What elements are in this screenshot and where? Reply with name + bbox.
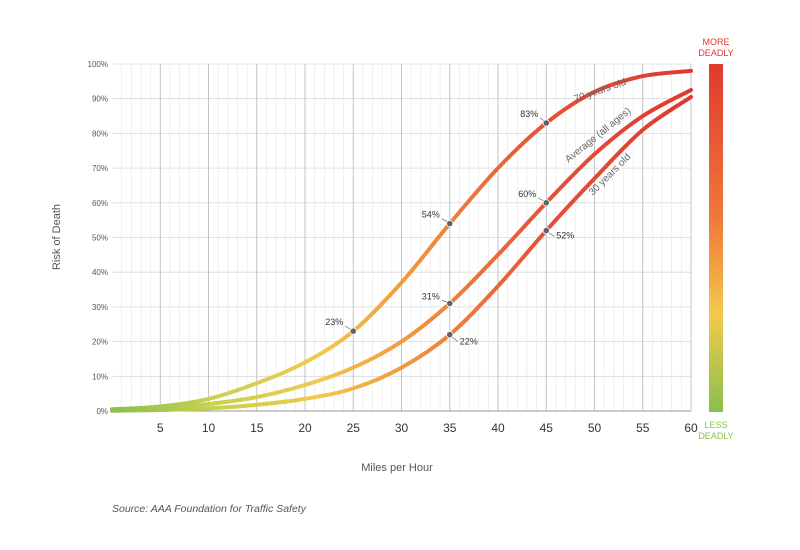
grid	[112, 63, 692, 412]
x-tick-label: 60	[684, 421, 698, 435]
y-tick-label: 30%	[92, 303, 108, 312]
y-tick-label: 0%	[96, 407, 108, 416]
annotation-point	[446, 220, 454, 228]
series-line-70-years-old	[110, 68, 693, 412]
series-line-30-years-old	[110, 95, 693, 413]
x-tick-label: 45	[540, 421, 554, 435]
x-tick-label: 35	[443, 421, 457, 435]
x-tick-label: 50	[588, 421, 602, 435]
x-tick-label: 15	[250, 421, 264, 435]
y-tick-label: 100%	[88, 60, 108, 69]
x-axis-label: Miles per Hour	[361, 462, 433, 474]
deadliness-gradient-bar	[709, 64, 723, 412]
data-annotations: 83% 54% 23% 60% 31% 52% 22%	[325, 109, 574, 347]
x-tick-label: 25	[347, 421, 361, 435]
annotation-label: 52%	[556, 231, 574, 241]
x-tick-label: 55	[636, 421, 650, 435]
y-tick-label: 10%	[92, 372, 108, 381]
annotation-point	[349, 327, 357, 335]
y-tick-label: 60%	[92, 199, 108, 208]
series-lines	[110, 68, 693, 413]
scale-bottom-label-line2: DEADLY	[698, 431, 733, 441]
y-tick-label: 80%	[92, 129, 108, 138]
annotation-point	[446, 299, 454, 308]
series-line-average	[110, 88, 693, 412]
scale-top-label-line1: MORE	[703, 37, 730, 47]
x-tick-label: 5	[157, 421, 164, 435]
x-tick-label: 30	[395, 421, 409, 435]
series-label-30-years-old: 30 years old	[587, 152, 633, 198]
annotation-point	[542, 199, 550, 207]
annotation-label: 54%	[422, 210, 440, 220]
scale-top-label-line2: DEADLY	[698, 48, 733, 58]
y-tick-label: 50%	[92, 234, 108, 243]
annotation-point	[542, 226, 550, 235]
annotation-label: 23%	[325, 317, 343, 327]
y-tick-label: 40%	[92, 268, 108, 277]
x-tick-label: 40	[491, 421, 505, 435]
y-tick-label: 70%	[92, 164, 108, 173]
annotation-label: 22%	[460, 337, 478, 347]
x-tick-label: 20	[298, 421, 312, 435]
source-note: Source: AAA Foundation for Traffic Safet…	[112, 503, 306, 515]
y-axis-ticks: 0% 10% 20% 30% 40% 50% 60% 70% 80% 90% 100%	[88, 60, 108, 416]
annotation-point	[446, 331, 454, 339]
y-axis-label: Risk of Death	[51, 204, 63, 270]
annotation-label: 31%	[422, 291, 440, 301]
y-tick-label: 20%	[92, 338, 108, 347]
series-label-70-years-old: 70 years old	[573, 77, 628, 105]
y-tick-label: 90%	[92, 95, 108, 104]
annotation-point	[542, 119, 550, 127]
annotation-label: 60%	[518, 189, 536, 199]
deadliness-scale: MORE DEADLY LESS DEADLY	[698, 37, 733, 441]
x-tick-label: 10	[202, 421, 216, 435]
scale-bottom-label-line1: LESS	[704, 420, 727, 430]
annotation-label: 83%	[520, 109, 538, 119]
x-axis-ticks: 5 10 15 20 25 30 35 40 45 50 55 60	[157, 421, 698, 435]
